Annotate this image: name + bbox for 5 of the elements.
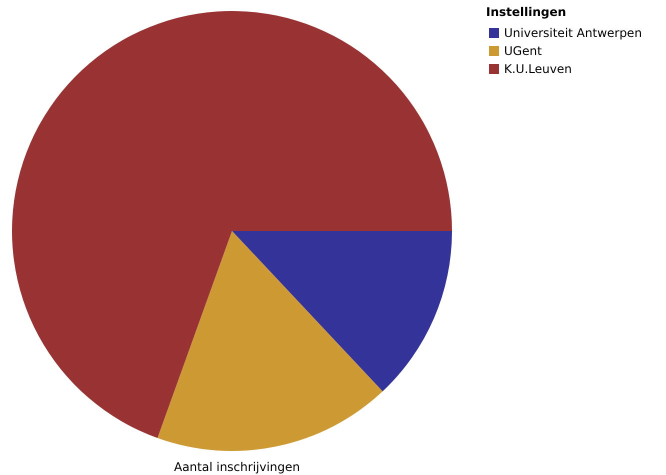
legend-label: UGent bbox=[504, 44, 542, 58]
legend-label: Universiteit Antwerpen bbox=[504, 26, 642, 40]
legend-title: Instellingen bbox=[486, 5, 566, 19]
text: Aantal inschrijvingen bbox=[174, 460, 300, 474]
legend-label: K.U.Leuven bbox=[504, 62, 572, 76]
